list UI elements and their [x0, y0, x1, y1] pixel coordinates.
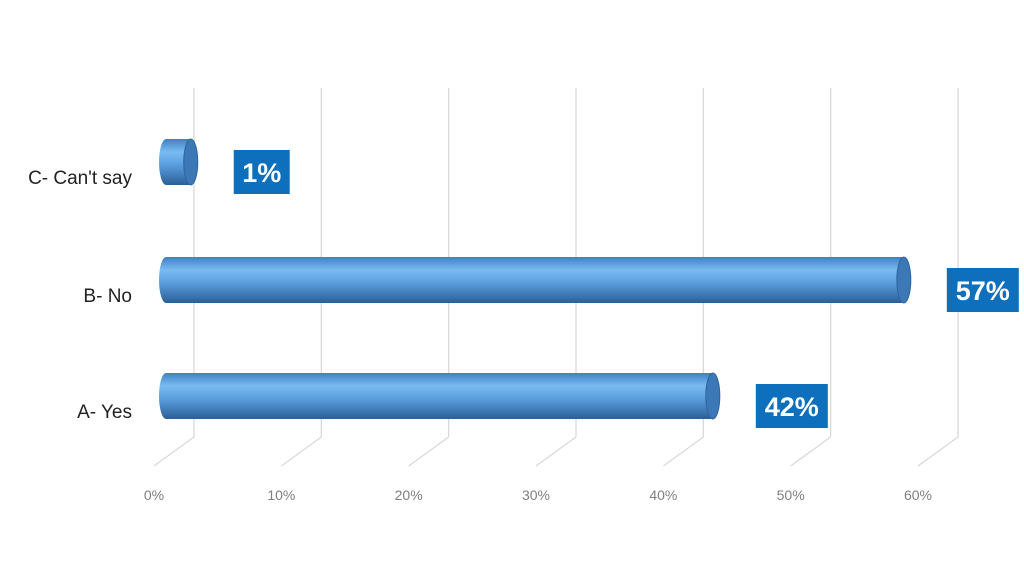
floor-gridline-5	[790, 436, 832, 467]
x-tick-label: 0%	[144, 487, 164, 503]
category-label: B- No	[83, 286, 132, 307]
bar	[159, 256, 912, 304]
floor-gridline-1	[280, 436, 322, 467]
data-label-box	[946, 268, 1019, 312]
data-label-box	[233, 150, 290, 194]
data-label: 1%	[233, 150, 290, 194]
bar-cap	[183, 138, 199, 186]
data-label-text: 42%	[765, 392, 819, 422]
x-tick-label: 20%	[395, 487, 423, 503]
category-label: A- Yes	[77, 402, 132, 423]
data-label: 57%	[946, 268, 1019, 312]
floor-gridline-4	[662, 436, 704, 467]
labels: 0% 10% 20% 30% 40% 50% 60% A- Yes 42% B- No 57% C- …	[28, 150, 1019, 503]
bar-body	[159, 257, 904, 303]
bar-cap	[896, 256, 912, 304]
x-tick-label: 10%	[267, 487, 295, 503]
bar	[159, 372, 721, 420]
bar-body	[159, 139, 191, 185]
data-label-text: 1%	[242, 158, 281, 188]
data-label: 42%	[755, 384, 828, 428]
floor-gridline-3	[535, 436, 577, 467]
floor-gridline-2	[408, 436, 450, 467]
category-label: C- Can't say	[28, 168, 132, 189]
data-label-box	[755, 384, 828, 428]
floor-gridline-0	[153, 436, 195, 467]
bar-body	[159, 373, 713, 419]
x-tick-label: 60%	[904, 487, 932, 503]
bar	[159, 138, 199, 186]
x-tick-label: 40%	[649, 487, 677, 503]
floor-gridline-6	[917, 436, 959, 467]
x-tick-label: 30%	[522, 487, 550, 503]
data-label-text: 57%	[956, 276, 1010, 306]
x-tick-label: 50%	[777, 487, 805, 503]
bar-cap	[705, 372, 721, 420]
bars	[159, 138, 912, 420]
